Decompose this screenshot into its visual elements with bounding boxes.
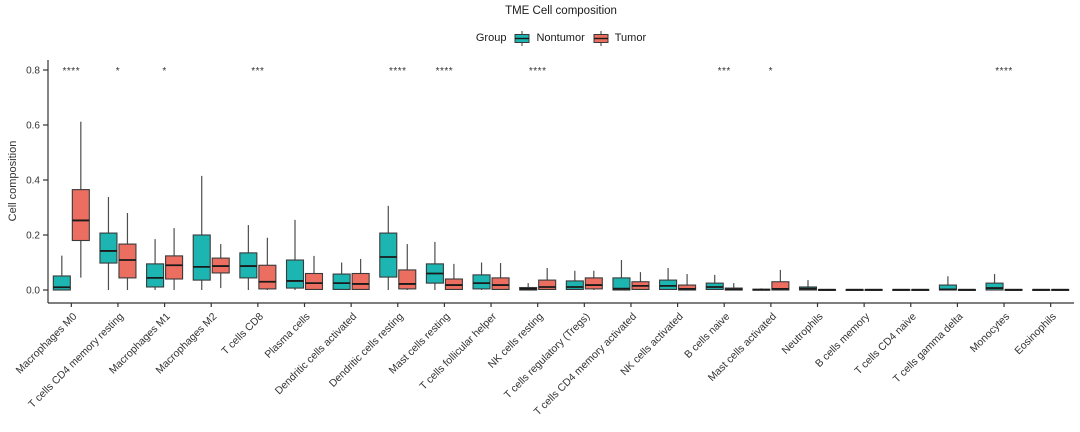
box <box>985 282 1004 291</box>
y-tick-label: 0.8 <box>26 66 40 77</box>
x-tick-label: B cells naive <box>682 311 732 361</box>
box <box>659 279 678 291</box>
x-tick-label: Eosinophils <box>1012 311 1058 357</box>
box <box>192 234 211 281</box>
legend-label: Tumor <box>614 32 647 44</box>
box <box>332 273 351 290</box>
y-tick-label: 0.2 <box>26 231 40 242</box>
legend: Group Nontumor Tumor <box>48 29 1074 47</box>
box <box>285 259 305 289</box>
significance-stars: *** <box>718 66 731 77</box>
box <box>165 255 184 280</box>
y-tick-label: 0.0 <box>26 286 40 297</box>
significance-stars: * <box>116 66 120 77</box>
box <box>398 269 417 290</box>
box <box>351 272 370 290</box>
significance-stars: * <box>769 66 773 77</box>
box <box>258 264 277 290</box>
y-tick-label: 0.6 <box>26 121 40 132</box>
box <box>771 281 790 291</box>
significance-stars: **** <box>389 66 407 77</box>
legend-item-tumor: Tumor <box>592 30 647 46</box>
x-tick-label: T cells CD4 memory resting <box>26 311 126 411</box>
box <box>379 232 398 278</box>
x-tick-label: T cells regulatory (Tregs) <box>502 311 593 402</box>
box <box>584 277 603 290</box>
box <box>71 189 90 242</box>
box <box>538 279 557 291</box>
significance-stars: **** <box>995 66 1013 77</box>
box <box>99 232 118 264</box>
legend-title: Group <box>475 32 507 44</box>
box <box>565 280 584 290</box>
x-tick-label: T cells CD8 <box>219 311 266 358</box>
significance-stars: * <box>162 66 166 77</box>
chart-title: TME Cell composition <box>505 5 617 17</box>
legend-label: Nontumor <box>536 32 585 44</box>
legend-key-tumor-boxplot-icon <box>593 30 609 46</box>
x-tick-label: Neutrophils <box>780 311 826 357</box>
x-tick-label: T cells follicular helper <box>417 310 499 392</box>
y-tick-label: 0.4 <box>26 176 40 187</box>
box <box>678 284 697 291</box>
box <box>304 272 324 290</box>
significance-stars: **** <box>436 66 454 77</box>
box <box>472 274 491 290</box>
legend-item-nontumor: Nontumor <box>513 30 585 46</box>
box <box>118 243 137 279</box>
significance-stars: **** <box>529 66 547 77</box>
x-tick-label: Plasma cells <box>262 311 312 361</box>
x-tick-label: Monocytes <box>968 311 1012 355</box>
box <box>612 277 631 291</box>
legend-key-nontumor-boxplot-icon <box>514 30 530 46</box>
box <box>491 277 510 290</box>
box <box>146 263 165 288</box>
significance-stars: **** <box>63 66 81 77</box>
x-tick-label: Dendritic cells activated <box>273 311 360 398</box>
significance-stars: *** <box>251 66 264 77</box>
